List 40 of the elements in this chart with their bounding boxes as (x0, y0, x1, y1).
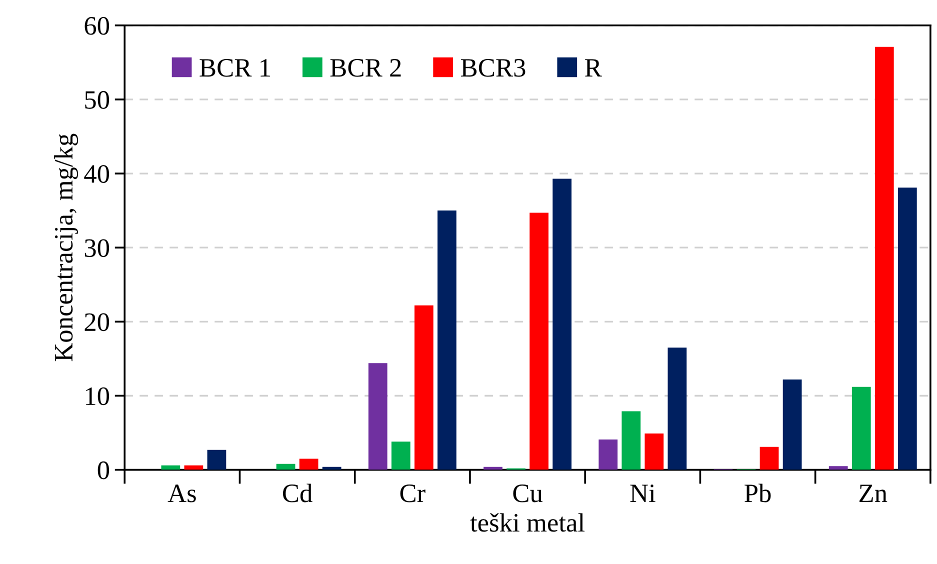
bar (530, 212, 548, 470)
legend-label: BCR 2 (330, 59, 401, 77)
x-tick-label: Pb (744, 484, 771, 502)
y-axis-title: Koncentracija, mg/kg (54, 134, 78, 362)
x-tick-label: Cd (282, 484, 312, 502)
bar (644, 434, 664, 470)
y-tick-label: 0 (98, 461, 110, 480)
bar (299, 458, 318, 470)
y-tick-label: 30 (84, 239, 110, 258)
bar (760, 446, 779, 470)
x-tick-label: Ni (630, 484, 656, 502)
bar (852, 386, 871, 470)
legend-label: BCR 1 (200, 59, 270, 77)
bar (622, 411, 641, 470)
x-tick-label: Cr (400, 484, 426, 502)
bar (414, 305, 434, 470)
y-tick-label: 20 (84, 313, 110, 332)
bar (368, 363, 388, 470)
bar (668, 348, 687, 470)
bar (874, 46, 894, 470)
bar (391, 442, 410, 470)
x-tick-label: As (168, 484, 196, 502)
y-tick-label: 40 (84, 165, 110, 183)
bar (438, 210, 456, 470)
legend-label: BCR3 (461, 59, 526, 77)
y-tick-label: 50 (85, 91, 110, 109)
bar (782, 379, 802, 470)
y-tick-label: 10 (86, 387, 110, 406)
x-tick-label: Zn (859, 484, 888, 502)
y-tick-label: 60 (84, 16, 110, 35)
bar (207, 450, 226, 470)
x-axis-title: teški metal (470, 513, 585, 532)
bar (552, 178, 572, 470)
bar (598, 439, 618, 470)
x-tick-label: Cu (513, 484, 542, 502)
legend-label: R (585, 59, 602, 76)
bar (276, 464, 296, 470)
bar (161, 465, 180, 470)
bar (828, 466, 848, 470)
bar (898, 188, 917, 470)
